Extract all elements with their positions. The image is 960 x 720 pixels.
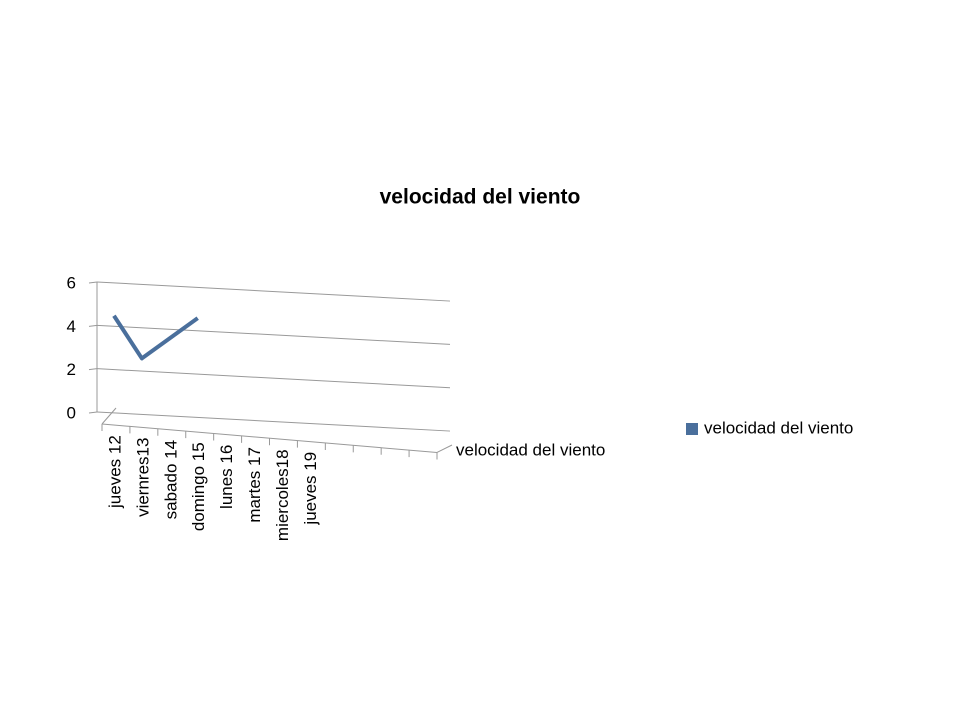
grid-line bbox=[96, 324, 451, 345]
grid-line bbox=[96, 368, 451, 389]
x-tick-label: martes 17 bbox=[245, 447, 264, 523]
legend-swatch bbox=[686, 423, 698, 435]
grid-line bbox=[96, 411, 451, 432]
tick-mark bbox=[88, 281, 98, 284]
x-tick-label: jueves 12 bbox=[105, 435, 124, 509]
y-tick-label: 0 bbox=[67, 403, 76, 422]
tick-mark bbox=[88, 368, 98, 371]
depth-axis bbox=[436, 444, 453, 453]
x-tick-label: domingo 15 bbox=[189, 442, 208, 531]
tick-mark bbox=[88, 411, 98, 414]
series-line bbox=[112, 314, 199, 361]
floor-edge bbox=[101, 407, 117, 425]
x-tick-label: jueves 19 bbox=[301, 452, 320, 526]
chart-title: velocidad del viento bbox=[380, 186, 581, 209]
x-tick-label: sabado 14 bbox=[161, 440, 180, 519]
x-tick-label: viernres13 bbox=[133, 438, 152, 517]
x-tick-label: miercoles18 bbox=[273, 449, 292, 541]
y-tick-label: 6 bbox=[67, 273, 76, 292]
x-tick-label: lunes 16 bbox=[217, 445, 236, 509]
tick-mark bbox=[88, 324, 98, 327]
grid-line bbox=[96, 281, 451, 302]
y-tick-label: 2 bbox=[67, 360, 76, 379]
y-tick-label: 4 bbox=[67, 317, 76, 336]
legend-label: velocidad del viento bbox=[704, 418, 853, 437]
depth-label: velocidad del viento bbox=[456, 440, 605, 459]
